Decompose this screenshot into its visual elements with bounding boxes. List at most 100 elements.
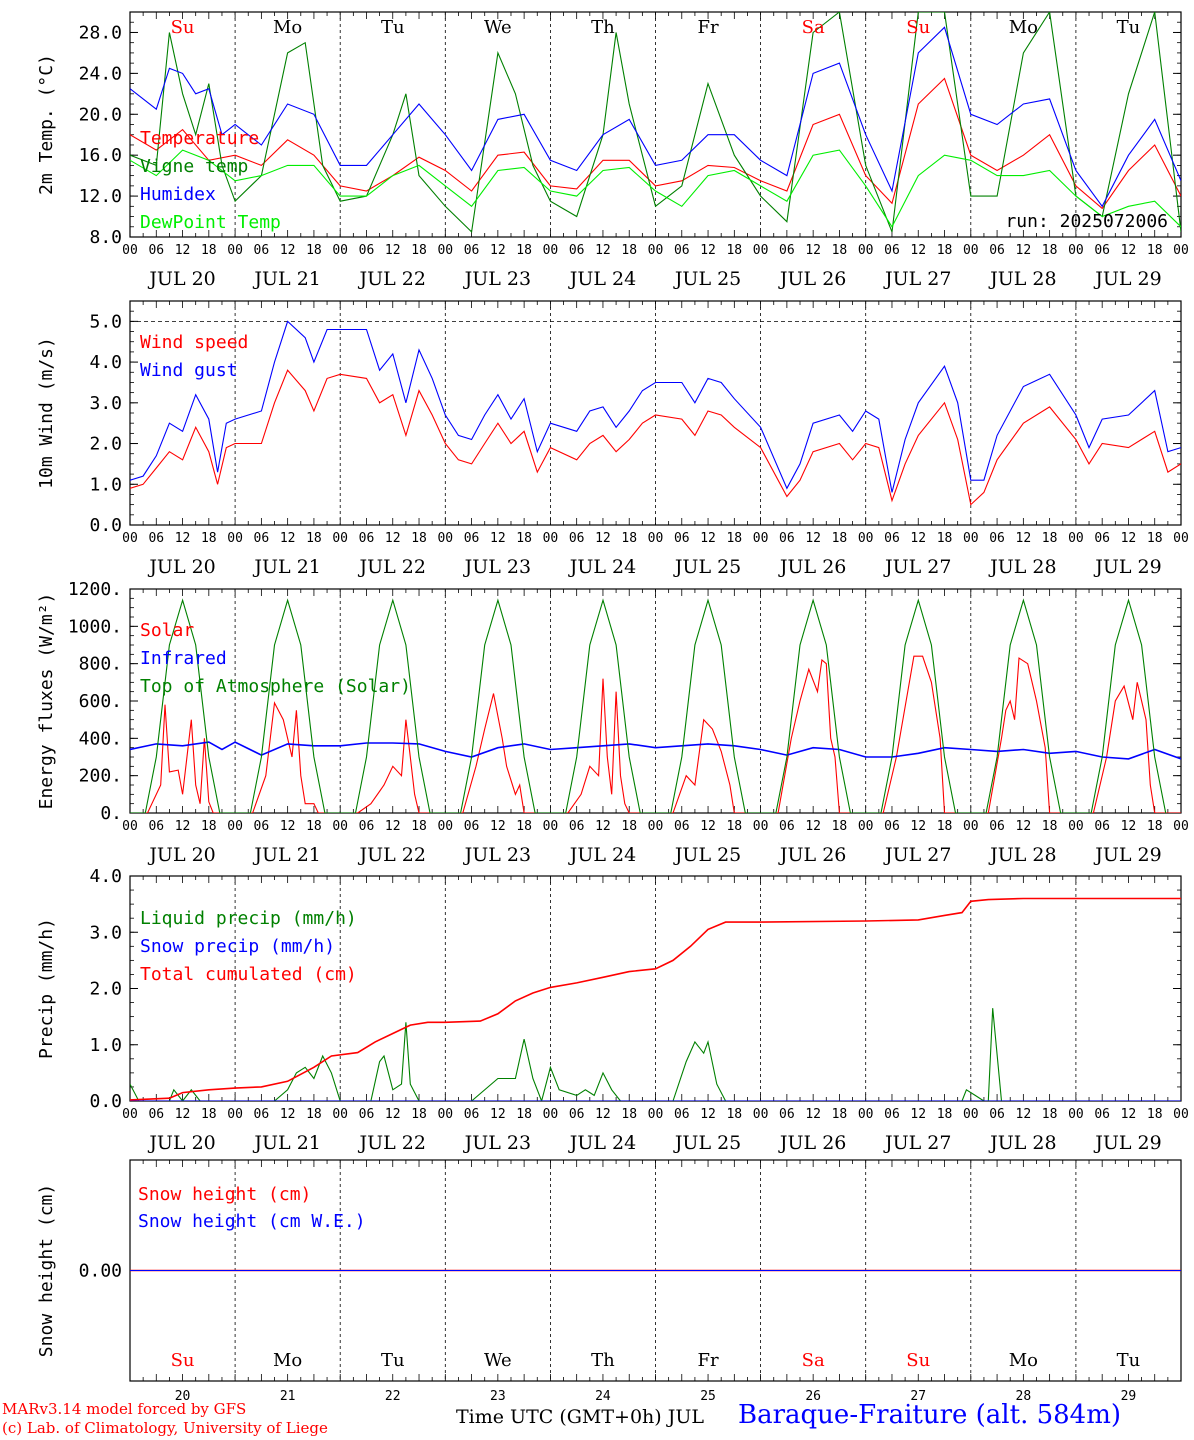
- hour-tick-label: 06: [254, 531, 270, 546]
- hour-tick-label: 00: [858, 819, 874, 834]
- plot-frame-2: [129, 588, 1182, 814]
- hour-tick-label: 12: [1121, 243, 1137, 258]
- hour-tick-label: 12: [910, 243, 926, 258]
- hour-tick-label: 00: [437, 243, 453, 258]
- hour-tick-label: 18: [832, 819, 848, 834]
- hour-tick-label: 00: [1068, 1107, 1084, 1122]
- hour-tick-label: 12: [385, 1107, 401, 1122]
- series-line-vigne-temp: [130, 12, 1181, 234]
- hour-tick-label: 00: [122, 1107, 138, 1122]
- hour-tick-label: 00: [963, 531, 979, 546]
- date-label: JUL 27: [883, 268, 951, 290]
- day-number: 25: [700, 1389, 716, 1404]
- hour-tick-label: 12: [805, 819, 821, 834]
- date-label: JUL 28: [988, 844, 1056, 866]
- day-number: 28: [1016, 1389, 1032, 1404]
- hour-tick-label: 06: [254, 243, 270, 258]
- hour-tick-label: 18: [1147, 243, 1163, 258]
- hour-tick-label: 00: [122, 819, 138, 834]
- hour-tick-label: 12: [700, 243, 716, 258]
- hour-tick-label: 18: [1042, 819, 1058, 834]
- date-label: JUL 29: [1093, 268, 1161, 290]
- day-number: 22: [385, 1389, 401, 1404]
- hour-tick-label: 18: [411, 819, 427, 834]
- hour-tick-label: 12: [1016, 819, 1032, 834]
- hour-tick-label: 18: [726, 243, 742, 258]
- date-label: JUL 27: [883, 1132, 951, 1154]
- hour-tick-label: 18: [306, 1107, 322, 1122]
- date-label: JUL 26: [778, 844, 846, 866]
- hour-tick-label: 06: [674, 531, 690, 546]
- hour-tick-label: 00: [648, 243, 664, 258]
- hour-tick-label: 00: [332, 819, 348, 834]
- hour-tick-label: 12: [910, 531, 926, 546]
- hour-tick-label: 00: [122, 531, 138, 546]
- day-name: Tu: [381, 17, 405, 38]
- hour-tick-label: 06: [148, 243, 164, 258]
- hour-tick-label: 00: [753, 531, 769, 546]
- hour-tick-label: 18: [937, 243, 953, 258]
- hour-tick-label: 06: [989, 819, 1005, 834]
- hour-tick-label: 00: [332, 1107, 348, 1122]
- hour-tick-label: 06: [779, 819, 795, 834]
- hour-tick-label: 06: [148, 819, 164, 834]
- hour-tick-label: 00: [227, 1107, 243, 1122]
- station-title: Baraque-Fraiture (alt. 584m): [738, 1400, 1122, 1430]
- day-number: 27: [910, 1389, 926, 1404]
- day-number: 23: [490, 1389, 506, 1404]
- hour-tick-label: 00: [437, 819, 453, 834]
- hour-tick-label: 06: [464, 1107, 480, 1122]
- hour-tick-label: 00: [332, 531, 348, 546]
- hour-tick-label: 12: [490, 243, 506, 258]
- hour-tick-label: 18: [726, 1107, 742, 1122]
- y-tick-label: 800.: [79, 654, 122, 675]
- hour-tick-label: 12: [700, 1107, 716, 1122]
- model-credit: MARv3.14 model forced by GFS: [2, 1400, 247, 1418]
- date-label: JUL 26: [778, 1132, 846, 1154]
- hour-tick-label: 18: [201, 531, 217, 546]
- hour-tick-label: 00: [543, 531, 559, 546]
- series-line-humidex: [130, 26, 1181, 208]
- date-label: JUL 22: [358, 556, 426, 578]
- lab-credit: (c) Lab. of Climatology, University of L…: [2, 1419, 328, 1437]
- hour-tick-label: 00: [753, 1107, 769, 1122]
- hour-tick-label: 00: [1068, 243, 1084, 258]
- y-tick-label: 400.: [79, 728, 122, 749]
- hour-tick-label: 06: [779, 243, 795, 258]
- hour-tick-label: 06: [569, 243, 585, 258]
- hour-tick-label: 18: [937, 819, 953, 834]
- date-label: JUL 20: [147, 268, 215, 290]
- run-annotation: run: 2025072006: [1005, 211, 1168, 232]
- hour-tick-label: 18: [1042, 1107, 1058, 1122]
- y-tick-label: 2.0: [89, 979, 122, 1000]
- day-number: 26: [805, 1389, 821, 1404]
- hour-tick-label: 18: [411, 243, 427, 258]
- y-tick-label: 4.0: [89, 866, 122, 887]
- hour-tick-label: 00: [437, 531, 453, 546]
- date-label: JUL 20: [147, 1132, 215, 1154]
- y-axis-label: Energy fluxes (W/m²): [36, 593, 57, 810]
- hour-tick-label: 00: [858, 1107, 874, 1122]
- hour-tick-label: 12: [1121, 1107, 1137, 1122]
- hour-tick-label: 18: [832, 1107, 848, 1122]
- legend-entry: Snow height (cm W.E.): [138, 1211, 366, 1232]
- date-label: JUL 28: [988, 556, 1056, 578]
- hour-tick-label: 12: [490, 819, 506, 834]
- hour-tick-label: 00: [648, 531, 664, 546]
- day-name: Tu: [1117, 1350, 1141, 1371]
- y-tick-label: 0.: [100, 803, 122, 824]
- date-label: JUL 23: [463, 268, 531, 290]
- day-name: Su: [906, 1350, 930, 1371]
- y-tick-label: 3.0: [89, 393, 122, 414]
- hour-tick-label: 12: [175, 1107, 191, 1122]
- day-number: 21: [280, 1389, 296, 1404]
- hour-tick-label: 18: [726, 819, 742, 834]
- hour-tick-label: 18: [306, 819, 322, 834]
- y-tick-label: 200.: [79, 766, 122, 787]
- hour-tick-label: 06: [989, 1107, 1005, 1122]
- hour-tick-label: 12: [595, 243, 611, 258]
- hour-tick-label: 06: [148, 1107, 164, 1122]
- hour-tick-label: 06: [569, 1107, 585, 1122]
- legend-entry: Snow height (cm): [138, 1184, 311, 1205]
- hour-tick-label: 12: [1016, 243, 1032, 258]
